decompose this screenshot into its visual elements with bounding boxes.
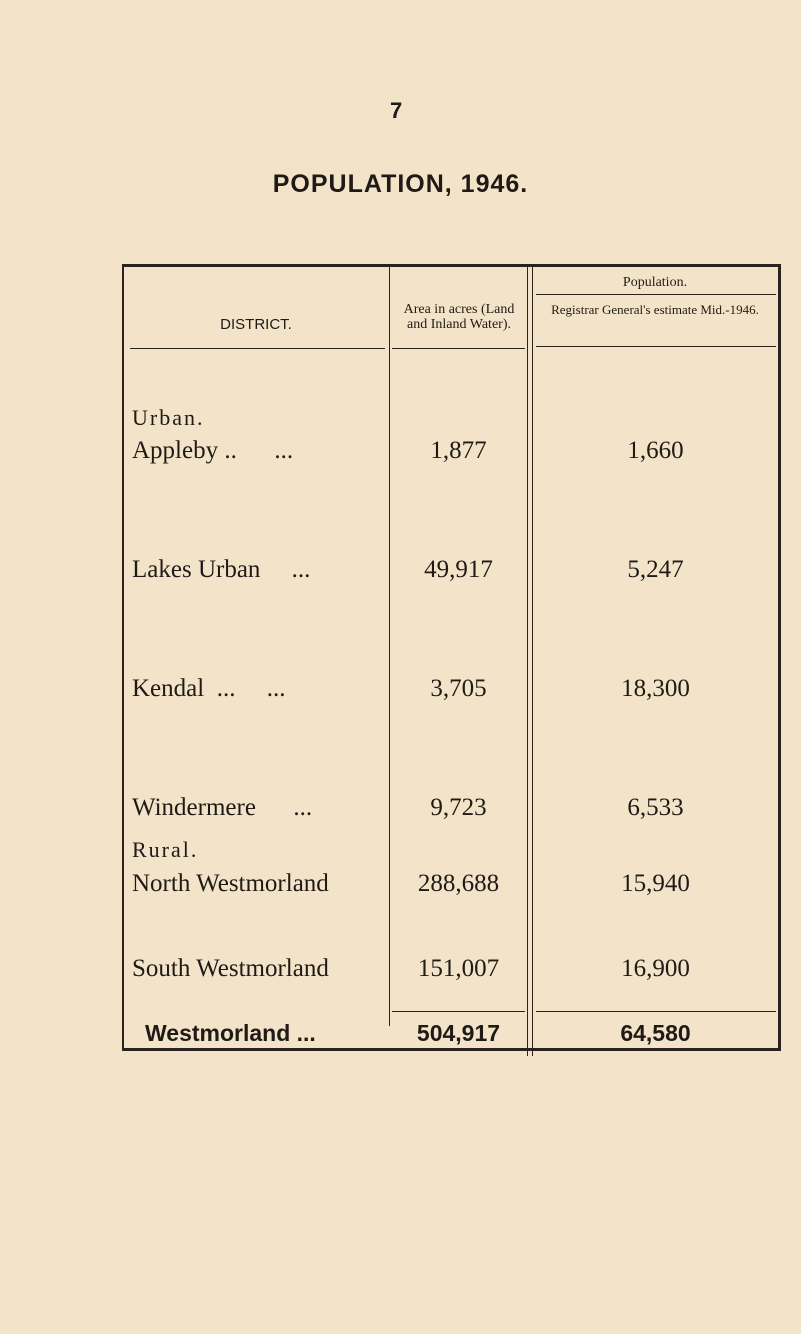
district-name: Appleby .. ... (132, 437, 294, 464)
population-value: 16,900 (621, 955, 690, 982)
area-value: 3,705 (430, 675, 487, 702)
population-value: 6,533 (627, 794, 684, 821)
population-rule (536, 294, 776, 295)
area-value: 9,723 (430, 794, 487, 821)
district-name: South Westmorland (132, 955, 329, 982)
header-rule (536, 346, 776, 347)
total-district: Westmorland ... (145, 1020, 316, 1046)
table-left-border (122, 264, 124, 1051)
district-name: Lakes Urban ... (132, 556, 311, 583)
area-value: 49,917 (424, 556, 493, 583)
population-value: 15,940 (621, 870, 690, 897)
population-value: 5,247 (627, 556, 684, 583)
column-divider (389, 266, 390, 1026)
population-value: 18,300 (621, 675, 690, 702)
total-rule (536, 1011, 776, 1012)
header-rule (130, 348, 385, 349)
population-header: Registrar General's estimate Mid.-1946. (551, 302, 759, 317)
header-rule (392, 348, 525, 349)
table-bottom-border (122, 1048, 780, 1051)
table-right-border (778, 264, 781, 1051)
total-population: 64,580 (620, 1020, 691, 1046)
area-value: 288,688 (417, 870, 500, 897)
area-header: Area in acres (Land and Inland Water). (403, 302, 515, 332)
column-divider (527, 266, 528, 1056)
population-value: 1,660 (627, 437, 684, 464)
total-rule (392, 1011, 525, 1012)
area-value: 1,877 (430, 437, 487, 464)
page-title: POPULATION, 1946. (272, 170, 529, 198)
total-area: 504,917 (416, 1020, 501, 1046)
district-header: DISTRICT. (220, 316, 292, 333)
section-label-urban: Urban. (132, 405, 205, 430)
area-value: 151,007 (417, 955, 500, 982)
page-number: 7 (390, 98, 403, 123)
section-label-rural: Rural. (132, 837, 199, 862)
district-name: Windermere ... (132, 794, 313, 821)
table-top-border (122, 264, 780, 267)
district-name: North Westmorland (132, 870, 329, 897)
column-divider (532, 266, 533, 1056)
population-group-header: Population. (622, 275, 688, 290)
district-name: Kendal ... ... (132, 675, 286, 702)
